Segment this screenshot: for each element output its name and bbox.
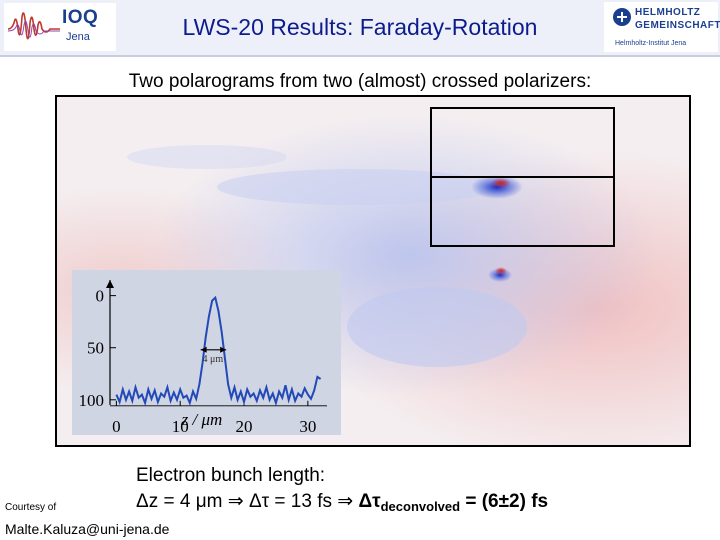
formula-part1: Δz = 4 μm ⇒ Δτ = 13 fs ⇒ xyxy=(136,491,359,512)
inset-plot-chart: 100 50 0 0 10 20 30 4 μm z / μm xyxy=(79,280,327,435)
polarogram-image: 100 50 0 0 10 20 30 4 μm z / μm xyxy=(55,95,691,447)
bunch-length-label: Electron bunch length: xyxy=(136,465,326,486)
inset-x-axis-label: z / μm xyxy=(181,410,223,429)
helmholtz-logo-line1: HELMHOLTZ xyxy=(635,7,701,18)
ioq-logo-text: IOQ xyxy=(62,7,99,28)
inset-plot: 100 50 0 0 10 20 30 4 μm z / μm xyxy=(72,270,341,435)
helmholtz-mark-icon xyxy=(613,8,631,26)
courtesy-label: Courtesy of xyxy=(5,502,57,513)
slide-subtitle: Two polarograms from two (almost) crosse… xyxy=(128,71,592,92)
bunch-length-formula: Δz = 4 μm ⇒ Δτ = 13 fs ⇒ Δτdeconvolved =… xyxy=(136,490,548,514)
header-divider xyxy=(0,55,720,57)
inset-y-axis-arrow xyxy=(106,280,114,288)
ioq-logo: IOQ Jena xyxy=(4,3,116,51)
formula-subscript: deconvolved xyxy=(380,499,461,514)
inset-x-tick-label: 30 xyxy=(299,417,316,435)
ioq-wave-icon xyxy=(7,12,60,40)
formula-result: = (6±2) fs xyxy=(460,491,549,512)
fwhm-annotation-label: 4 μm xyxy=(203,354,224,365)
helmholtz-logo-line2: GEMEINSCHAFT xyxy=(635,20,720,31)
zoom-region-divider xyxy=(432,176,613,178)
slide-header xyxy=(0,0,720,55)
fwhm-annotation xyxy=(200,346,227,353)
ioq-logo-sub: Jena xyxy=(66,31,90,43)
helmholtz-logo-line3: Helmholtz-Institut Jena xyxy=(615,40,687,47)
slide-title: LWS-20 Results: Faraday-Rotation xyxy=(182,14,538,40)
inset-y-tick-label: 0 xyxy=(96,287,105,306)
inset-x-tick-label: 20 xyxy=(236,417,253,435)
helmholtz-logo: HELMHOLTZ GEMEINSCHAFT Helmholtz-Institu… xyxy=(604,2,720,52)
author-email: Malte.Kaluza@uni-jena.de xyxy=(5,521,170,537)
inset-x-tick-label: 10 xyxy=(172,417,189,435)
inset-plot-series xyxy=(115,295,322,407)
zoom-region-box xyxy=(430,107,615,247)
formula-bold: Δτ xyxy=(358,491,381,512)
inset-y-tick-label: 50 xyxy=(87,339,104,358)
inset-y-tick-label: 100 xyxy=(79,391,105,410)
inset-x-tick-label: 0 xyxy=(112,417,121,435)
inset-plot-axes xyxy=(106,280,327,407)
